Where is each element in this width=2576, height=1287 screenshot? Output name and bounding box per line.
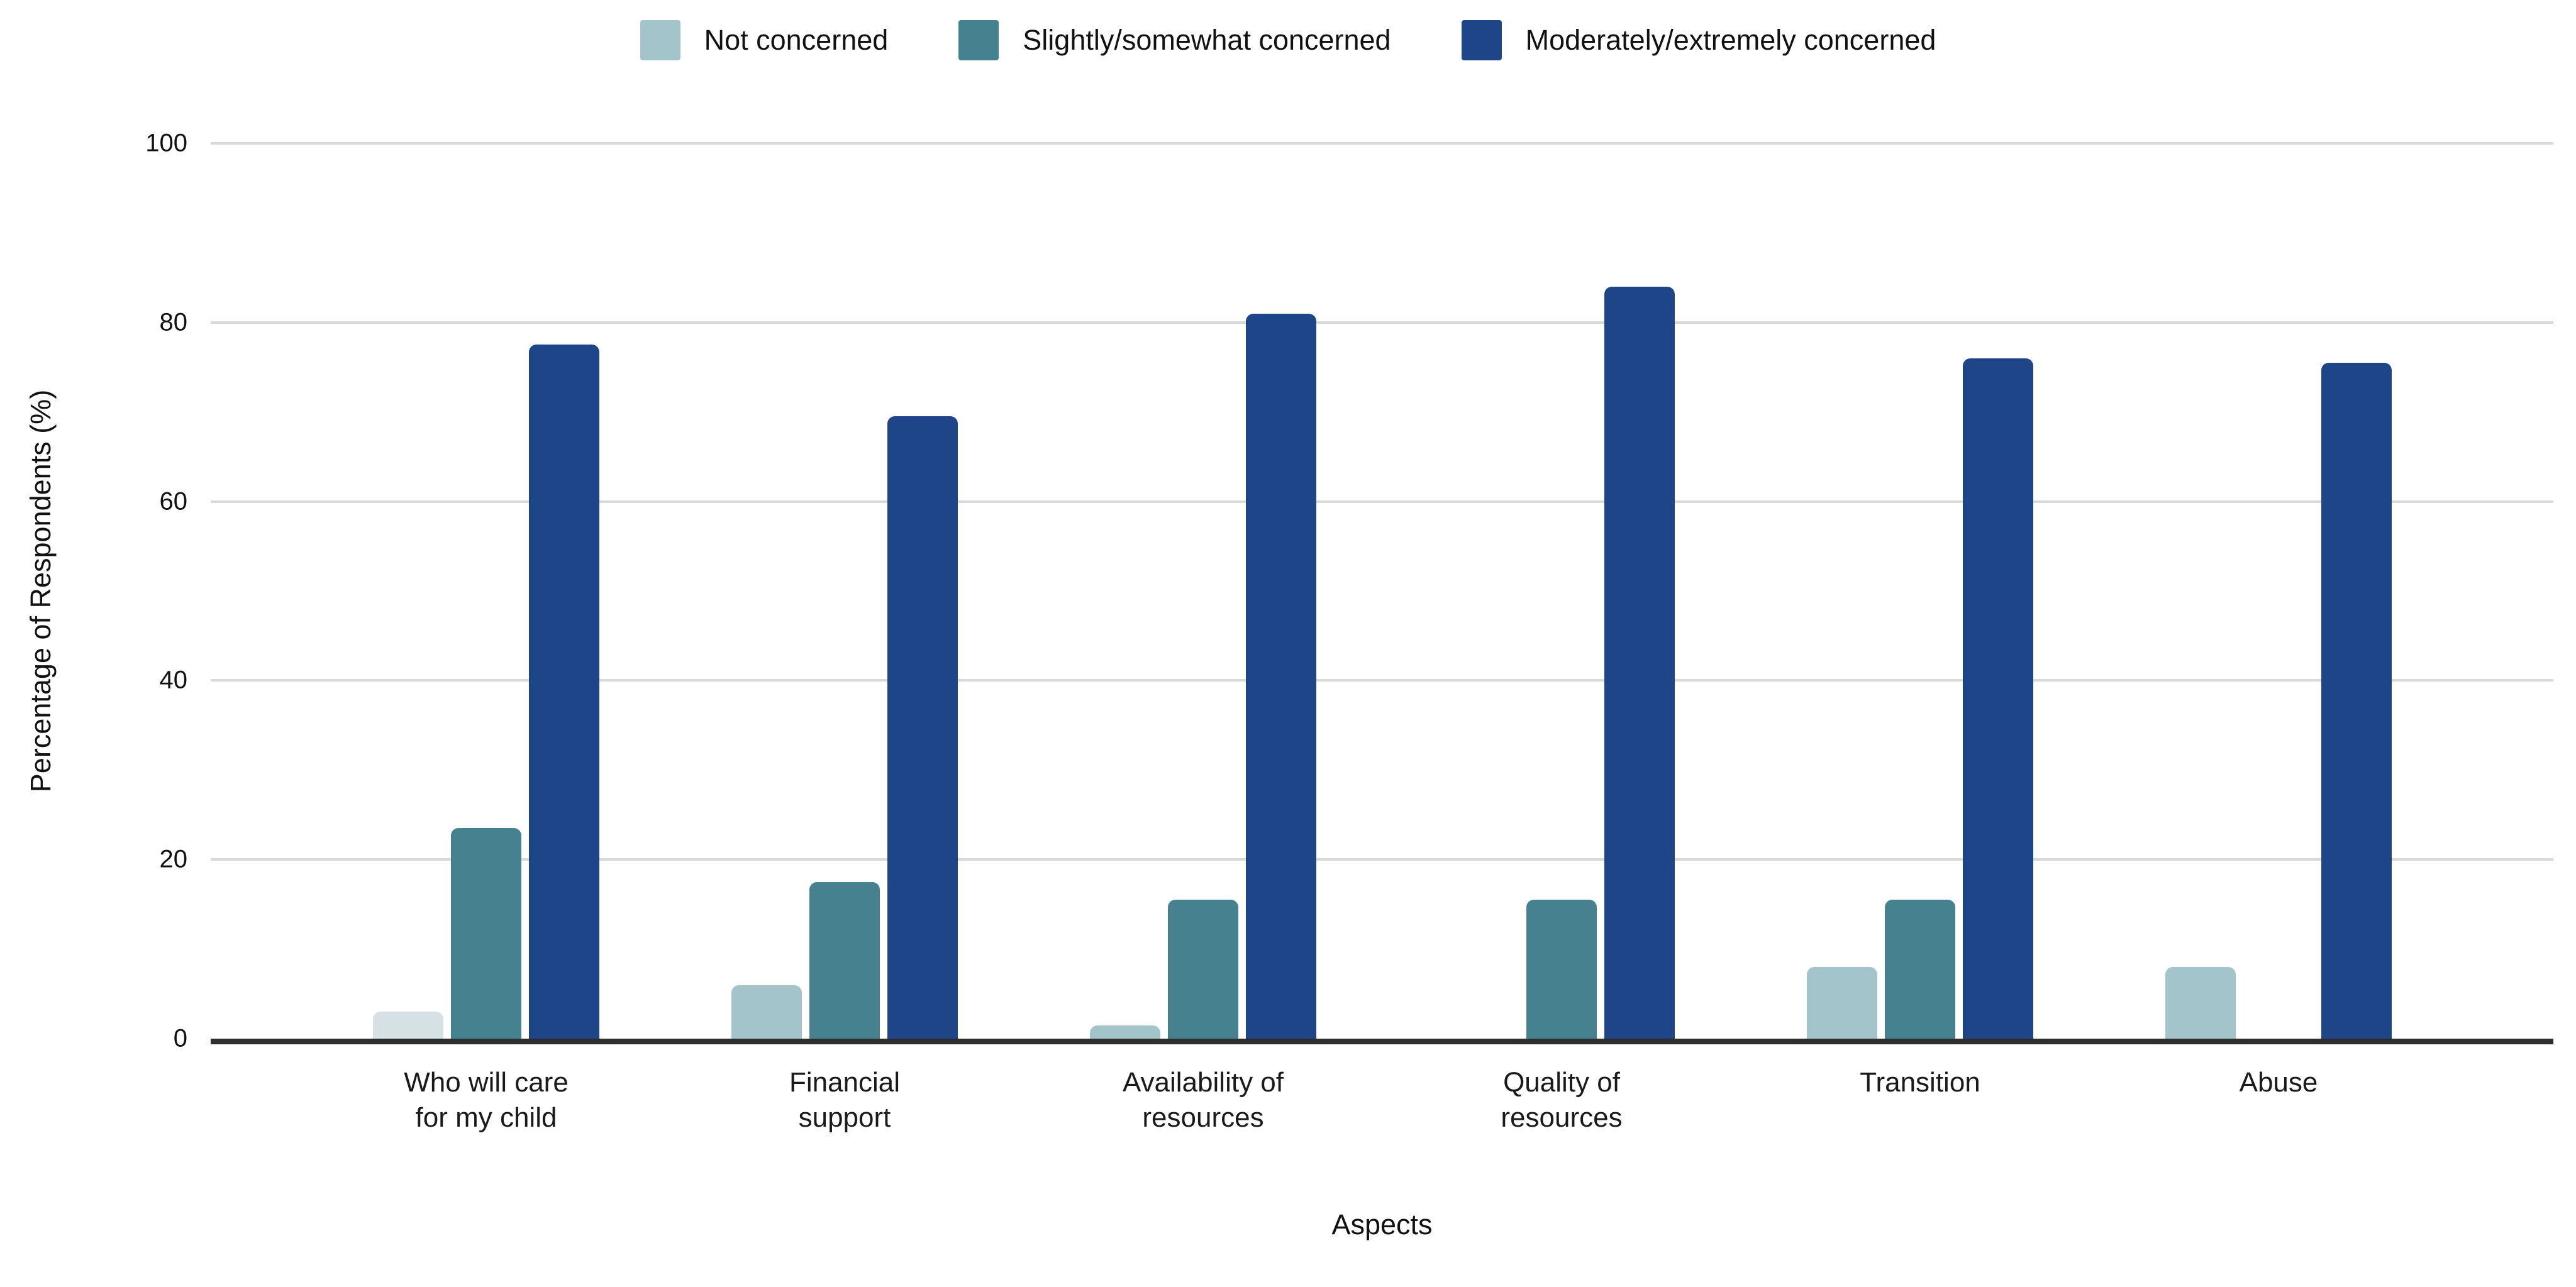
category-label-1: Financial support: [789, 1067, 901, 1133]
y-axis-title-text: Percentage of Respondents (%): [25, 389, 57, 793]
bar-not-concerned-cat1: [731, 985, 802, 1039]
legend-label: Moderately/extremely concerned: [1525, 24, 1936, 56]
legend-item-not-concerned: Not concerned: [640, 20, 889, 60]
category-label-3: Quality of resources: [1501, 1067, 1623, 1133]
category-label-5: Abuse: [2239, 1067, 2318, 1098]
legend-swatch-icon: [958, 20, 999, 60]
bar-slightly-somewhat-concerned-cat4: [1885, 900, 1955, 1039]
legend-item-slightly-somewhat-concerned: Slightly/somewhat concerned: [958, 20, 1391, 60]
legend-swatch-icon: [640, 20, 680, 60]
bar-moderately-extremely-concerned-cat4: [1963, 358, 2033, 1039]
x-axis-title: Aspects: [1331, 1208, 1433, 1240]
bar-moderately-extremely-concerned-cat3: [1604, 286, 1675, 1039]
legend-swatch-icon: [1461, 20, 1502, 60]
legend-label: Not concerned: [704, 24, 889, 56]
y-tick-label-20: 20: [159, 845, 188, 873]
bar-not-concerned-cat0: [373, 1012, 443, 1039]
bar-moderately-extremely-concerned-cat0: [529, 345, 599, 1039]
category-label-0: Who will care for my child: [404, 1067, 569, 1133]
bar-slightly-somewhat-concerned-cat3: [1526, 900, 1597, 1039]
bar-slightly-somewhat-concerned-cat0: [451, 828, 521, 1039]
gridline-20: [211, 858, 2553, 861]
bar-slightly-somewhat-concerned-cat2: [1168, 900, 1238, 1039]
y-tick-label-0: 0: [173, 1024, 187, 1052]
gridline-80: [211, 321, 2553, 324]
legend-label: Slightly/somewhat concerned: [1023, 24, 1391, 56]
bar-not-concerned-cat2: [1090, 1025, 1160, 1039]
bar-moderately-extremely-concerned-cat2: [1246, 313, 1316, 1039]
gridline-60: [211, 500, 2553, 503]
bar-moderately-extremely-concerned-cat1: [887, 416, 958, 1039]
bar-not-concerned-cat5: [2165, 967, 2236, 1039]
y-tick-label-40: 40: [159, 666, 188, 694]
y-tick-label-100: 100: [145, 129, 187, 157]
y-tick-label-80: 80: [159, 308, 188, 336]
plot-area: [211, 142, 2553, 1044]
y-axis-title: Percentage of Respondents (%): [0, 143, 82, 1039]
category-label-2: Availability of resources: [1123, 1067, 1284, 1133]
category-label-4: Transition: [1860, 1067, 1980, 1098]
y-tick-label-60: 60: [159, 487, 188, 516]
chart-legend: Not concerned Slightly/somewhat concerned…: [0, 16, 2576, 64]
legend-item-moderately-extremely-concerned: Moderately/extremely concerned: [1461, 20, 1936, 60]
bar-not-concerned-cat4: [1807, 967, 1877, 1039]
gridline-100: [211, 142, 2553, 145]
bar-slightly-somewhat-concerned-cat1: [809, 881, 880, 1039]
gridline-40: [211, 679, 2553, 682]
bar-moderately-extremely-concerned-cat5: [2321, 362, 2392, 1039]
